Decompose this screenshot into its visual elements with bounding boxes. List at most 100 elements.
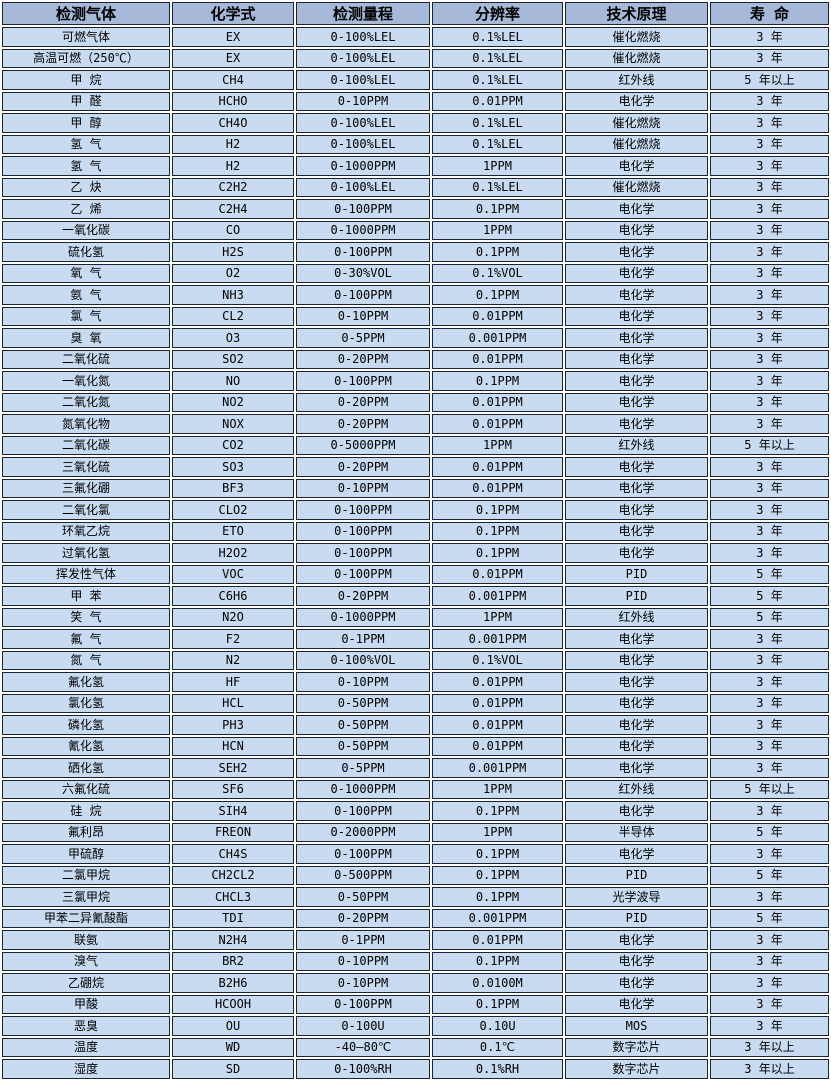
cell-detection-range: 0-100%LEL xyxy=(296,134,430,154)
cell-detection-range: 0-20PPM xyxy=(296,457,430,477)
table-row: 甲 烷 CH4 0-100%LEL 0.1%LEL 红外线 5 年以上 xyxy=(2,70,829,90)
table-row: 氟 气 F2 0-1PPM 0.001PPM 电化学 3 年 xyxy=(2,629,829,649)
cell-technology: 电化学 xyxy=(565,693,708,713)
table-row: 氯化氢 HCL 0-50PPM 0.01PPM 电化学 3 年 xyxy=(2,693,829,713)
cell-gas-name: 二氯甲烷 xyxy=(2,865,170,885)
cell-technology: 电化学 xyxy=(565,736,708,756)
cell-detection-range: 0-20PPM xyxy=(296,414,430,434)
cell-lifespan: 3 年 xyxy=(710,306,829,326)
table-row: 氧 气 O2 0-30%VOL 0.1%VOL 电化学 3 年 xyxy=(2,263,829,283)
cell-chemical-formula: PH3 xyxy=(172,715,294,735)
cell-chemical-formula: HCHO xyxy=(172,91,294,111)
cell-chemical-formula: EX xyxy=(172,27,294,47)
cell-gas-name: 甲苯二异氰酸酯 xyxy=(2,908,170,928)
cell-lifespan: 3 年 xyxy=(710,736,829,756)
cell-resolution: 1PPM xyxy=(432,607,563,627)
cell-gas-name: 氰化氢 xyxy=(2,736,170,756)
table-row: 环氧乙烷 ETO 0-100PPM 0.1PPM 电化学 3 年 xyxy=(2,521,829,541)
column-header-technology: 技术原理 xyxy=(565,2,708,25)
cell-technology: 电化学 xyxy=(565,414,708,434)
cell-technology: 电化学 xyxy=(565,650,708,670)
cell-lifespan: 5 年 xyxy=(710,908,829,928)
table-row: 氰化氢 HCN 0-50PPM 0.01PPM 电化学 3 年 xyxy=(2,736,829,756)
cell-resolution: 0.01PPM xyxy=(432,693,563,713)
cell-technology: PID xyxy=(565,865,708,885)
cell-resolution: 0.001PPM xyxy=(432,328,563,348)
cell-detection-range: 0-5PPM xyxy=(296,758,430,778)
table-row: 三氧化硫 SO3 0-20PPM 0.01PPM 电化学 3 年 xyxy=(2,457,829,477)
cell-chemical-formula: SF6 xyxy=(172,779,294,799)
cell-technology: 数字芯片 xyxy=(565,1037,708,1057)
cell-lifespan: 5 年 xyxy=(710,822,829,842)
cell-resolution: 1PPM xyxy=(432,822,563,842)
cell-lifespan: 3 年 xyxy=(710,328,829,348)
cell-technology: 电化学 xyxy=(565,349,708,369)
column-header-resolution: 分辨率 xyxy=(432,2,563,25)
cell-gas-name: 可燃气体 xyxy=(2,27,170,47)
cell-lifespan: 3 年 xyxy=(710,994,829,1014)
cell-chemical-formula: WD xyxy=(172,1037,294,1057)
header-row: 检测气体 化学式 检测量程 分辨率 技术原理寿 命 xyxy=(2,2,829,25)
table-row: 六氟化硫 SF6 0-1000PPM 1PPM 红外线 5 年以上 xyxy=(2,779,829,799)
cell-chemical-formula: N2O xyxy=(172,607,294,627)
cell-lifespan: 3 年 xyxy=(710,177,829,197)
cell-gas-name: 乙 烯 xyxy=(2,199,170,219)
cell-resolution: 0.1%VOL xyxy=(432,263,563,283)
cell-technology: 光学波导 xyxy=(565,887,708,907)
table-row: 磷化氢 PH3 0-50PPM 0.01PPM 电化学 3 年 xyxy=(2,715,829,735)
cell-detection-range: 0-50PPM xyxy=(296,693,430,713)
cell-gas-name: 乙硼烷 xyxy=(2,973,170,993)
cell-detection-range: 0-1000PPM xyxy=(296,220,430,240)
cell-lifespan: 3 年 xyxy=(710,500,829,520)
column-header-chemical-formula: 化学式 xyxy=(172,2,294,25)
cell-gas-name: 硒化氢 xyxy=(2,758,170,778)
cell-resolution: 0.1PPM xyxy=(432,285,563,305)
cell-lifespan: 3 年 xyxy=(710,392,829,412)
cell-gas-name: 硅 烷 xyxy=(2,801,170,821)
cell-lifespan: 5 年以上 xyxy=(710,779,829,799)
cell-technology: 电化学 xyxy=(565,994,708,1014)
cell-gas-name: 氮氧化物 xyxy=(2,414,170,434)
table-row: 湿度 SD 0-100%RH 0.1%RH 数字芯片 3 年以上 xyxy=(2,1059,829,1079)
table-row: 硅 烷 SIH4 0-100PPM 0.1PPM 电化学 3 年 xyxy=(2,801,829,821)
cell-detection-range: 0-10PPM xyxy=(296,973,430,993)
cell-gas-name: 氯化氢 xyxy=(2,693,170,713)
cell-chemical-formula: NO2 xyxy=(172,392,294,412)
cell-chemical-formula: O3 xyxy=(172,328,294,348)
cell-resolution: 0.01PPM xyxy=(432,91,563,111)
cell-lifespan: 3 年以上 xyxy=(710,1037,829,1057)
cell-detection-range: 0-50PPM xyxy=(296,736,430,756)
cell-lifespan: 3 年 xyxy=(710,930,829,950)
cell-detection-range: 0-100%LEL xyxy=(296,177,430,197)
cell-resolution: 0.01PPM xyxy=(432,306,563,326)
cell-lifespan: 5 年 xyxy=(710,586,829,606)
cell-technology: 电化学 xyxy=(565,478,708,498)
cell-resolution: 0.01PPM xyxy=(432,736,563,756)
table-row: 甲 醇 CH4O 0-100%LEL 0.1%LEL 催化燃烧 3 年 xyxy=(2,113,829,133)
table-row: 过氧化氢 H2O2 0-100PPM 0.1PPM 电化学 3 年 xyxy=(2,543,829,563)
cell-gas-name: 乙 炔 xyxy=(2,177,170,197)
cell-resolution: 0.1PPM xyxy=(432,500,563,520)
cell-technology: 催化燃烧 xyxy=(565,27,708,47)
cell-chemical-formula: NO xyxy=(172,371,294,391)
cell-detection-range: 0-100%LEL xyxy=(296,113,430,133)
cell-technology: MOS xyxy=(565,1016,708,1036)
cell-lifespan: 3 年 xyxy=(710,801,829,821)
cell-technology: 半导体 xyxy=(565,822,708,842)
table-row: 二氧化碳 CO2 0-5000PPM 1PPM 红外线 5 年以上 xyxy=(2,435,829,455)
table-row: 乙 烯 C2H4 0-100PPM 0.1PPM 电化学 3 年 xyxy=(2,199,829,219)
cell-gas-name: 一氧化氮 xyxy=(2,371,170,391)
cell-detection-range: 0-30%VOL xyxy=(296,263,430,283)
cell-lifespan: 3 年 xyxy=(710,758,829,778)
cell-resolution: 0.1℃ xyxy=(432,1037,563,1057)
cell-resolution: 1PPM xyxy=(432,220,563,240)
cell-gas-name: 湿度 xyxy=(2,1059,170,1079)
cell-lifespan: 3 年 xyxy=(710,156,829,176)
cell-resolution: 0.01PPM xyxy=(432,715,563,735)
cell-detection-range: 0-100PPM xyxy=(296,199,430,219)
cell-chemical-formula: ETO xyxy=(172,521,294,541)
cell-gas-name: 氢 气 xyxy=(2,134,170,154)
table-row: 甲 苯 C6H6 0-20PPM 0.001PPM PID 5 年 xyxy=(2,586,829,606)
cell-gas-name: 甲 苯 xyxy=(2,586,170,606)
